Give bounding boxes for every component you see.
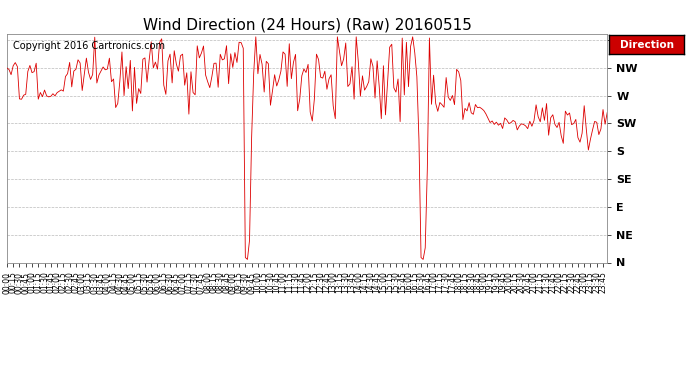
Text: Direction: Direction bbox=[620, 40, 673, 50]
Title: Wind Direction (24 Hours) (Raw) 20160515: Wind Direction (24 Hours) (Raw) 20160515 bbox=[143, 18, 471, 33]
Text: Copyright 2016 Cartronics.com: Copyright 2016 Cartronics.com bbox=[13, 40, 165, 51]
